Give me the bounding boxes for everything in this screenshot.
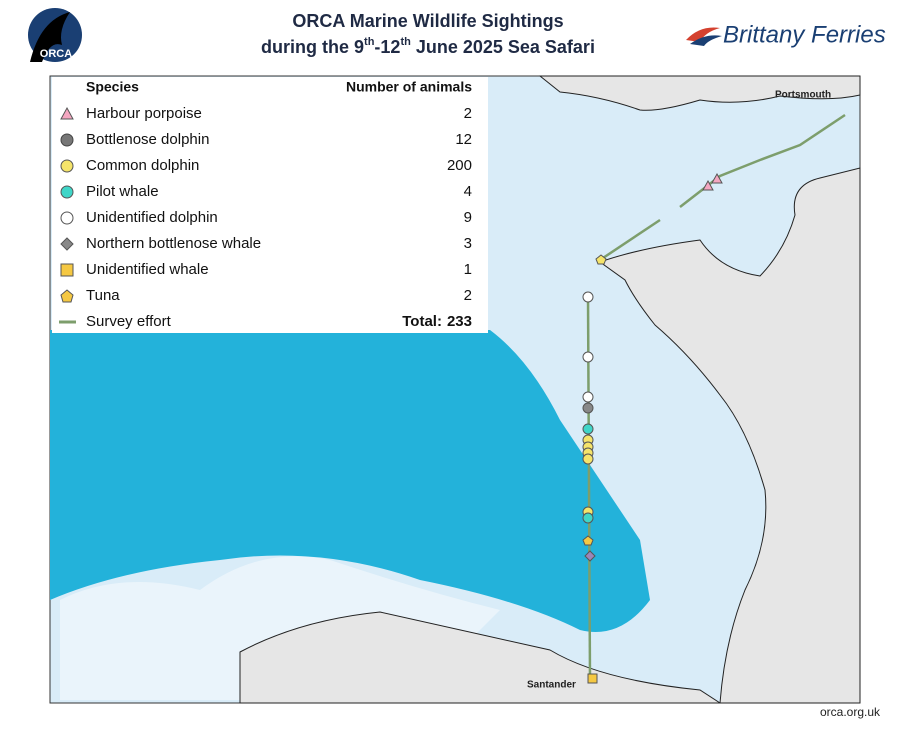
legend-icon: [60, 289, 74, 303]
france: [598, 167, 861, 704]
legend-effort: Survey effort: [86, 313, 172, 330]
legend-icon: [60, 133, 74, 147]
legend-species: Common dolphin: [86, 157, 199, 174]
legend-species: Unidentified dolphin: [86, 209, 218, 226]
footer: orca.org.uk: [820, 705, 881, 719]
legend-icon: [60, 263, 74, 277]
legend-count: 200: [447, 157, 472, 174]
place-label: Portsmouth: [775, 90, 831, 101]
legend-header: Number of animals: [346, 79, 472, 95]
legend-header: Species: [86, 79, 139, 95]
legend-count: 2: [464, 105, 472, 122]
legend-count: 1: [464, 261, 472, 278]
total-label: Total:: [402, 313, 442, 330]
map: Portsmouth Santander Species Number of a…: [49, 75, 861, 704]
legend-icon: [60, 211, 74, 225]
partner-name: Brittany Ferries: [723, 21, 886, 48]
legend-icon: [60, 185, 74, 199]
spain: [239, 611, 722, 704]
orca-logo: ORCA: [28, 8, 82, 62]
sightings: [582, 172, 723, 684]
subtitle-part: during the 9: [261, 37, 364, 57]
legend-species: Pilot whale: [86, 183, 159, 200]
legend-count: 3: [464, 235, 472, 252]
legend-species: Unidentified whale: [86, 261, 209, 278]
legend-species: Harbour porpoise: [86, 105, 202, 122]
legend-total: Total: 233: [402, 313, 472, 330]
partner-logo: Brittany Ferries: [686, 21, 886, 48]
legend-count: 4: [464, 183, 472, 200]
legend-count: 9: [464, 209, 472, 226]
logo-text: ORCA: [40, 48, 72, 60]
legend: Species Number of animals Harbour porpoi…: [59, 79, 472, 330]
subtitle-part: June 2025 Sea Safari: [411, 37, 595, 57]
legend-species: Northern bottlenose whale: [86, 235, 261, 252]
title: ORCA Marine Wildlife Sightings: [292, 11, 563, 31]
legend-icon: [60, 237, 74, 251]
england: [538, 75, 861, 111]
deep-ocean: [50, 330, 650, 632]
subtitle: during the 9th-12th June 2025 Sea Safari: [261, 36, 595, 57]
legend-species: Tuna: [86, 287, 120, 304]
legend-icon: [60, 159, 74, 173]
subtitle-sup: th: [400, 36, 411, 48]
subtitle-sup: th: [364, 36, 375, 48]
legend-count: 12: [455, 131, 472, 148]
legend-box: [52, 77, 488, 333]
subtitle-part: -12: [374, 37, 400, 57]
legend-species: Bottlenose dolphin: [86, 131, 209, 148]
place-label: Santander: [527, 680, 576, 691]
legend-icon: [60, 106, 74, 120]
total-value: 233: [447, 313, 472, 330]
legend-count: 2: [464, 287, 472, 304]
